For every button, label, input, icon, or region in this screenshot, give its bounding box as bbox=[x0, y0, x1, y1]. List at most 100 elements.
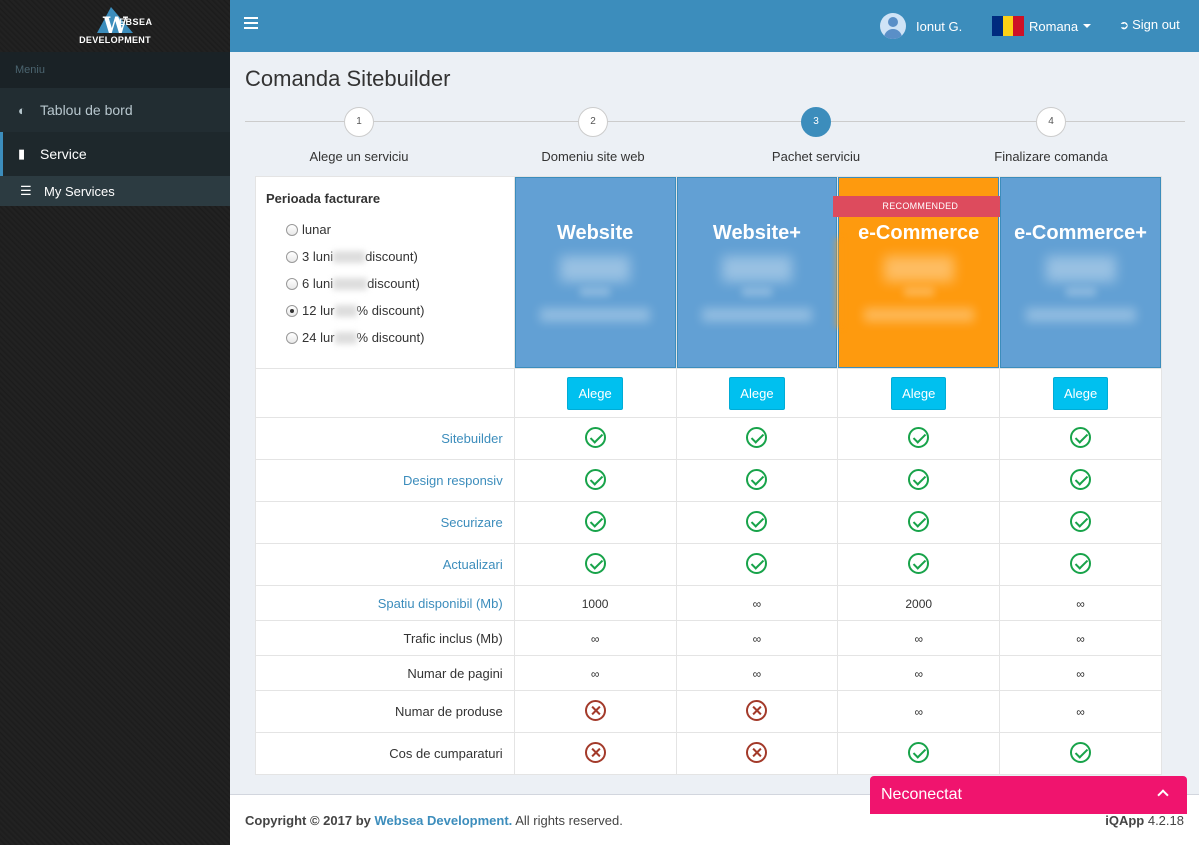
feature-value-cell bbox=[837, 459, 1001, 502]
radio-button[interactable] bbox=[286, 331, 298, 344]
logo-text-bottom: DEVELOPMENT bbox=[79, 35, 151, 45]
package-website: Website bbox=[513, 176, 677, 369]
chat-widget[interactable]: Neconectat bbox=[870, 776, 1187, 814]
company-link[interactable]: Websea Development. bbox=[374, 813, 513, 828]
sidebar-item-dashboard[interactable]: ◐ Tablou de bord bbox=[0, 88, 230, 132]
feature-value-cell bbox=[837, 543, 1001, 586]
menu-toggle-icon[interactable] bbox=[244, 17, 258, 32]
feature-label[interactable]: Spatiu disponibil (Mb) bbox=[255, 585, 515, 621]
billing-option-3-months[interactable]: 3 luni discount) bbox=[286, 249, 418, 264]
billing-option-12-months[interactable]: 12 lur % discount) bbox=[286, 303, 424, 318]
choose-website-plus-button[interactable]: Alege bbox=[729, 376, 785, 410]
feature-value-cell bbox=[675, 417, 839, 460]
feature-row: Cos de cumparaturi bbox=[255, 732, 1162, 775]
feature-value-cell: ∞ bbox=[837, 620, 1001, 656]
cross-circle-icon bbox=[746, 699, 768, 721]
feature-label[interactable]: Sitebuilder bbox=[255, 417, 515, 460]
billing-period-title: Perioada facturare bbox=[266, 191, 381, 206]
wizard-line bbox=[245, 121, 1185, 122]
sidebar-item-label: Tablou de bord bbox=[40, 102, 133, 118]
feature-value-cell bbox=[513, 417, 677, 460]
sidebar: W EBSEA DEVELOPMENT Meniu ◐ Tablou de bo… bbox=[0, 0, 230, 845]
choose-cell: Alege bbox=[513, 368, 677, 418]
feature-value-cell: 2000 bbox=[837, 585, 1001, 621]
blurred-text bbox=[333, 250, 366, 263]
feature-row: Trafic inclus (Mb) ∞ ∞ ∞ ∞ bbox=[255, 620, 1162, 656]
choose-website-button[interactable]: Alege bbox=[567, 376, 623, 410]
sidebar-item-service[interactable]: ▮ Service bbox=[0, 132, 230, 176]
feature-value-cell bbox=[837, 732, 1001, 775]
feature-value-cell bbox=[999, 417, 1162, 460]
choose-cell: Alege bbox=[675, 368, 839, 418]
wizard-step-3: 3 bbox=[801, 107, 831, 137]
logo[interactable]: W EBSEA DEVELOPMENT bbox=[0, 0, 230, 52]
check-circle-icon bbox=[584, 426, 606, 448]
package-website-plus: Website+ bbox=[675, 176, 839, 369]
choose-ecommerce-button[interactable]: Alege bbox=[891, 376, 947, 410]
check-circle-icon bbox=[908, 426, 930, 448]
check-circle-icon bbox=[908, 741, 930, 763]
sidebar-item-label: Service bbox=[40, 146, 87, 162]
wizard-step-1: 1 bbox=[344, 107, 374, 137]
radio-button[interactable] bbox=[286, 250, 298, 263]
feature-value: ∞ bbox=[590, 666, 600, 681]
feature-value-cell bbox=[999, 543, 1162, 586]
feature-label[interactable]: Actualizari bbox=[255, 543, 515, 586]
avatar bbox=[880, 13, 906, 39]
feature-value-cell: ∞ bbox=[837, 655, 1001, 691]
sidebar-item-my-services[interactable]: ☰ My Services bbox=[0, 176, 230, 206]
list-icon: ☰ bbox=[20, 183, 32, 198]
feature-value-cell: ∞ bbox=[675, 655, 839, 691]
feature-label[interactable]: Design responsiv bbox=[255, 459, 515, 502]
feature-value-cell bbox=[999, 501, 1162, 544]
feature-value-cell bbox=[675, 501, 839, 544]
feature-value-cell bbox=[513, 459, 677, 502]
check-circle-icon bbox=[584, 552, 606, 574]
feature-value-cell bbox=[675, 732, 839, 775]
copyright-suffix: All rights reserved. bbox=[515, 813, 623, 828]
billing-option-suffix: discount) bbox=[367, 276, 420, 291]
check-circle-icon bbox=[1070, 741, 1092, 763]
chat-status: Neconectat bbox=[881, 786, 962, 803]
billing-option-label: 3 luni bbox=[302, 249, 334, 264]
package-name: Website+ bbox=[712, 222, 801, 244]
cross-circle-icon bbox=[584, 699, 606, 721]
version-number: 4.2.18 bbox=[1147, 813, 1184, 828]
feature-label[interactable]: Securizare bbox=[255, 501, 515, 544]
user-name: Ionut G. bbox=[916, 18, 963, 34]
feature-value: ∞ bbox=[752, 666, 762, 681]
feature-value-cell bbox=[513, 543, 677, 586]
billing-option-24-months[interactable]: 24 lur % discount) bbox=[286, 330, 424, 345]
feature-value: 2000 bbox=[905, 596, 933, 611]
language-selector[interactable]: Romana bbox=[992, 16, 1092, 36]
choose-ecommerce-plus-button[interactable]: Alege bbox=[1052, 376, 1109, 410]
radio-button-checked[interactable] bbox=[286, 304, 298, 317]
feature-row: Sitebuilder bbox=[255, 417, 1162, 460]
chevron-up-icon[interactable] bbox=[1157, 789, 1169, 801]
sign-out-button[interactable]: ➲ Sign out bbox=[1119, 17, 1180, 32]
feature-value-cell: ∞ bbox=[837, 690, 1001, 733]
radio-button[interactable] bbox=[286, 277, 298, 290]
billing-period-cell: Perioada facturare lunar 3 luni discount… bbox=[255, 176, 515, 369]
check-circle-icon bbox=[908, 510, 930, 532]
feature-value: ∞ bbox=[1076, 666, 1085, 681]
feature-row: Numar de produse ∞ ∞ bbox=[255, 690, 1162, 733]
menu-header: Meniu bbox=[0, 52, 230, 88]
feature-row: Actualizari bbox=[255, 543, 1162, 586]
radio-button[interactable] bbox=[286, 223, 298, 236]
billing-option-label: 6 luni bbox=[302, 276, 334, 291]
billing-option-monthly[interactable]: lunar bbox=[286, 222, 331, 237]
package-ecommerce-plus: e-Commerce+ bbox=[999, 176, 1162, 369]
feature-value-cell bbox=[675, 459, 839, 502]
check-circle-icon bbox=[584, 468, 606, 490]
file-icon: ▮ bbox=[18, 146, 26, 161]
check-circle-icon bbox=[1070, 510, 1092, 532]
feature-rows: Sitebuilder Design responsiv Securizare Act… bbox=[255, 417, 1162, 775]
blurred-text bbox=[334, 304, 357, 317]
choose-cell: Alege bbox=[837, 368, 1001, 418]
feature-value: ∞ bbox=[914, 631, 924, 646]
user-menu[interactable]: Ionut G. bbox=[880, 13, 962, 39]
wizard-step-4: 4 bbox=[1036, 107, 1066, 137]
feature-value-cell bbox=[999, 732, 1162, 775]
billing-option-6-months[interactable]: 6 luni discount) bbox=[286, 276, 420, 291]
